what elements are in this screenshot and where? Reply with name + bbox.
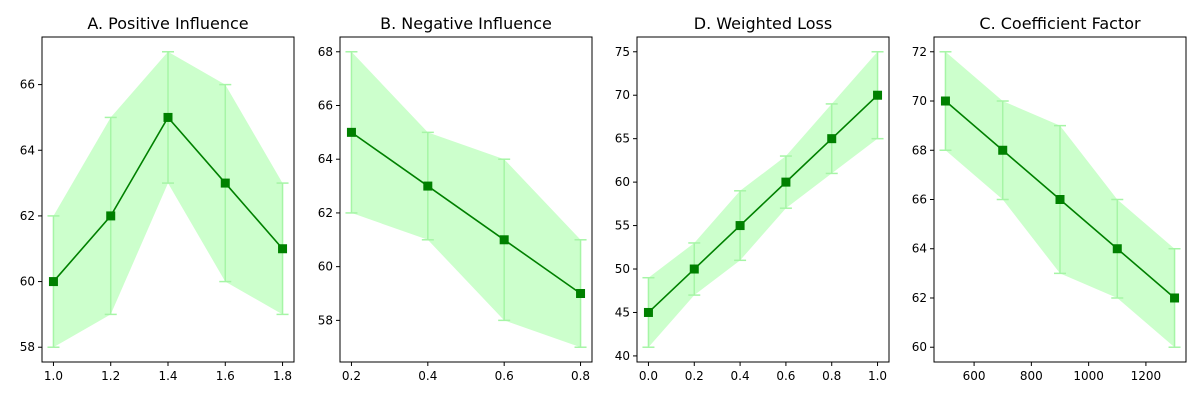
data-point bbox=[499, 235, 509, 245]
x-tick-label: 0.4 bbox=[731, 369, 750, 383]
y-tick-label: 62 bbox=[912, 291, 927, 305]
x-tick-label: 600 bbox=[963, 369, 986, 383]
data-point bbox=[346, 127, 356, 137]
chart-title: A. Positive Influence bbox=[87, 14, 248, 33]
data-point bbox=[827, 134, 837, 144]
y-tick-label: 62 bbox=[318, 206, 333, 220]
y-tick-label: 60 bbox=[912, 340, 927, 354]
x-tick-label: 1.0 bbox=[868, 369, 887, 383]
x-tick-label: 1.0 bbox=[44, 369, 63, 383]
y-tick-label: 64 bbox=[20, 143, 35, 157]
data-point bbox=[163, 112, 173, 122]
x-tick-label: 800 bbox=[1020, 369, 1043, 383]
data-point bbox=[1055, 195, 1065, 204]
x-tick-label: 0.0 bbox=[639, 369, 658, 383]
y-tick-label: 60 bbox=[20, 275, 35, 289]
data-point bbox=[423, 181, 433, 191]
chart-title: B. Negative Influence bbox=[380, 14, 552, 33]
chart-panel-1: A. Positive Influence 1.0 1.2 1.4 1.6 1.8 58 60… bbox=[20, 14, 295, 383]
x-tick-label: 0.8 bbox=[822, 369, 841, 383]
data-point bbox=[576, 289, 586, 299]
y-tick-label: 68 bbox=[318, 45, 333, 59]
y-tick-label: 55 bbox=[615, 219, 630, 233]
x-tick-label: 1.6 bbox=[216, 369, 235, 383]
chart-title: C. Coefficient Factor bbox=[979, 14, 1141, 33]
y-tick-label: 66 bbox=[20, 78, 35, 92]
y-tick-label: 66 bbox=[318, 98, 333, 112]
data-point bbox=[643, 307, 653, 317]
data-point bbox=[735, 221, 745, 231]
data-point bbox=[873, 90, 883, 100]
confidence-band bbox=[648, 51, 878, 348]
y-tick-label: 50 bbox=[615, 262, 630, 276]
y-tick-label: 62 bbox=[20, 209, 35, 223]
chart-panel-4: C. Coefficient Factor 600 800 1000 1200 60 62 6… bbox=[912, 14, 1187, 383]
x-tick-label: 0.6 bbox=[776, 369, 795, 383]
series-line bbox=[647, 94, 879, 314]
y-tick-label: 64 bbox=[912, 242, 927, 256]
y-tick-label: 45 bbox=[615, 305, 630, 319]
series-line bbox=[350, 131, 582, 295]
y-tick-label: 60 bbox=[318, 260, 333, 274]
chart-panels: A. Positive Influence 1.0 1.2 1.4 1.6 1.8 58 60… bbox=[20, 14, 1187, 383]
data-point bbox=[940, 96, 950, 106]
data-point bbox=[1170, 293, 1180, 303]
data-point bbox=[1112, 244, 1122, 254]
x-tick-label: 0.2 bbox=[342, 369, 361, 383]
data-point bbox=[781, 177, 791, 187]
x-tick-label: 0.8 bbox=[571, 369, 590, 383]
data-point bbox=[998, 145, 1008, 155]
y-tick-label: 66 bbox=[912, 193, 927, 207]
y-tick-label: 40 bbox=[615, 349, 630, 363]
y-tick-label: 72 bbox=[912, 45, 927, 59]
x-tick-label: 1200 bbox=[1131, 369, 1162, 383]
x-tick-label: 0.6 bbox=[495, 369, 514, 383]
data-point bbox=[220, 178, 230, 188]
y-tick-label: 58 bbox=[20, 340, 35, 354]
x-tick-label: 1.2 bbox=[101, 369, 120, 383]
x-tick-label: 1.8 bbox=[273, 369, 292, 383]
chart-panel-2: B. Negative Influence 0.2 0.4 0.6 0.8 58 60 62 6… bbox=[318, 14, 593, 383]
x-tick-label: 0.4 bbox=[418, 369, 437, 383]
data-point bbox=[689, 264, 699, 274]
chart-panel-3: D. Weighted Loss 0.0 0.2 0.4 0.6 0.8 1.0 40 45 50… bbox=[615, 14, 890, 383]
x-tick-label: 1.4 bbox=[158, 369, 177, 383]
y-tick-label: 58 bbox=[318, 313, 333, 327]
y-tick-label: 65 bbox=[615, 132, 630, 146]
x-tick-label: 1000 bbox=[1073, 369, 1104, 383]
data-point bbox=[48, 277, 58, 287]
y-tick-label: 70 bbox=[615, 88, 630, 102]
y-tick-label: 75 bbox=[615, 45, 630, 59]
axes-frame bbox=[339, 36, 593, 363]
y-tick-label: 64 bbox=[318, 152, 333, 166]
x-tick-label: 0.2 bbox=[685, 369, 704, 383]
y-tick-label: 68 bbox=[912, 143, 927, 157]
data-point bbox=[278, 244, 288, 254]
data-point bbox=[106, 211, 116, 221]
y-tick-label: 60 bbox=[615, 175, 630, 189]
y-tick-label: 70 bbox=[912, 94, 927, 108]
axes-frame bbox=[636, 36, 890, 363]
chart-title: D. Weighted Loss bbox=[694, 14, 832, 33]
confidence-band bbox=[351, 51, 581, 348]
